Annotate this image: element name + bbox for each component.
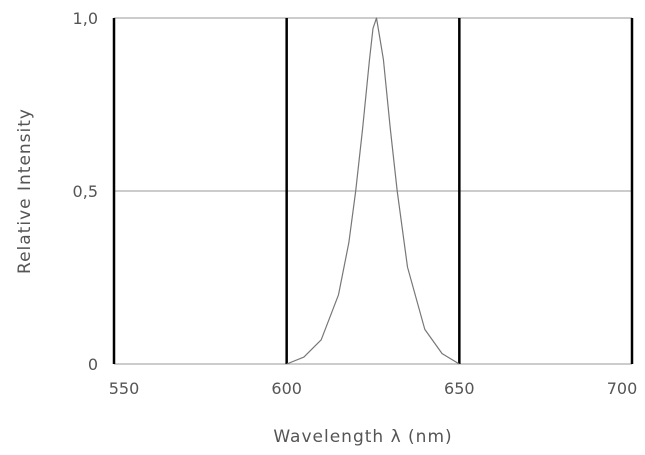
x-tick-label-0: 550 [109,379,140,398]
x-tick-label-3: 700 [607,379,638,398]
y-tick-label-1: 0,5 [73,182,98,201]
y-tick-label-2: 1,0 [73,9,98,28]
x-axis-title: Wavelength λ (nm) [273,427,452,447]
tick-label-layer: 550 600 650 700 0 0,5 1,0 [73,9,638,398]
y-tick-label-0: 0 [88,355,98,374]
grid-layer [112,17,634,365]
series-layer [286,17,460,365]
x-tick-label-1: 600 [271,379,302,398]
series-line [286,17,460,365]
x-tick-label-2: 650 [444,379,475,398]
y-axis-title: Relative Intensity [15,108,35,274]
